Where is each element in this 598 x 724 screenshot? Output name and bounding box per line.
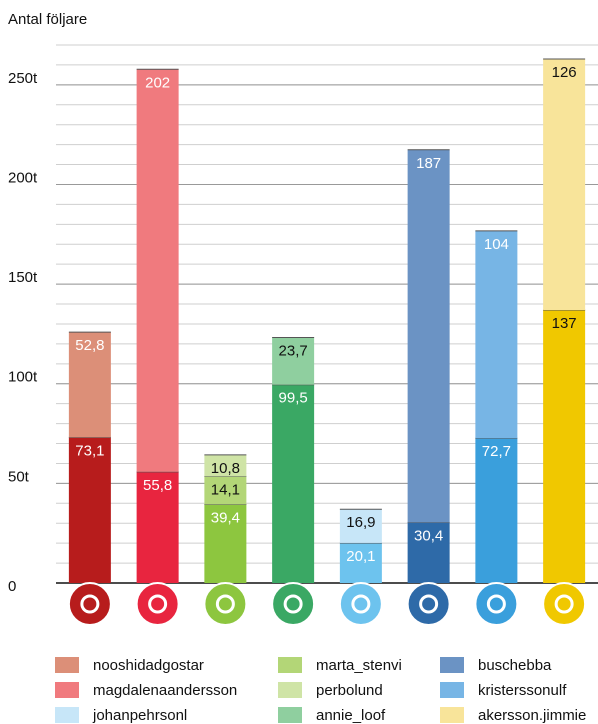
value-label: 104 [484,236,509,253]
value-label: 16,9 [346,514,375,531]
party-icon [542,582,587,626]
value-label: 14,1 [211,481,240,498]
party-icon-mark [486,594,506,614]
bar-segment [543,58,586,311]
party-icon [338,582,383,626]
bar-segment [339,509,382,543]
y-axis-label: Antal följare [8,11,87,28]
value-label: 52,8 [75,337,104,354]
legend-swatch [440,682,464,698]
value-label: 99,5 [279,390,308,407]
y-tick-label: 200t [8,169,38,186]
legend-label: johanpehrsonl [92,707,187,724]
party-icon-mark [351,594,371,614]
value-label: 55,8 [143,477,172,494]
legend-swatch [278,707,302,723]
bar-segment [475,438,518,583]
bar-segment [339,542,382,583]
legend-label: perbolund [316,682,383,699]
y-tick-label: 100t [8,369,38,386]
party-icon [67,582,112,626]
value-label: 72,7 [482,443,511,460]
party-icon [271,582,316,626]
party-icon-mark [554,594,574,614]
legend-swatch [55,657,79,673]
party-icon-mark [283,594,303,614]
bar-segment [272,337,315,385]
y-tick-label: 150t [8,269,38,286]
bar-segment [68,437,111,583]
y-tick-label: 50t [8,468,30,485]
bar-segment [204,454,247,477]
bar-segment [272,384,315,583]
value-label: 202 [145,74,170,91]
value-label: 10,8 [211,460,240,477]
value-label: 30,4 [414,527,443,544]
value-label: 187 [416,155,441,172]
legend-swatch [440,707,464,723]
legend-label: magdalenaandersson [93,682,237,699]
legend-label: akersson.jimmie [478,707,586,724]
legend-label: kristerssonulf [478,682,567,699]
bar-segment [204,504,247,583]
party-icon-mark [80,594,100,614]
bar-segment [136,69,179,472]
party-icon [135,582,180,626]
bar-segment [407,522,450,583]
legend-swatch [440,657,464,673]
bar-segment [475,230,518,439]
legend-label: nooshidadgostar [93,657,204,674]
bar-segment [204,476,247,505]
value-label: 23,7 [279,342,308,359]
bar-segment [543,310,586,583]
party-icon-mark [148,594,168,614]
party-icon [406,582,451,626]
bar-segment [136,471,179,583]
legend-label: annie_loof [316,707,386,724]
legend-swatch [55,682,79,698]
bar-segment [407,149,450,523]
legend-swatch [55,707,79,723]
party-icon [474,582,519,626]
party-icon-mark [215,594,235,614]
value-label: 39,4 [211,509,240,526]
y-tick-label: 250t [8,70,38,87]
value-label: 20,1 [346,548,375,565]
legend-swatch [278,682,302,698]
legend-label: marta_stenvi [316,657,402,674]
legend-label: buschebba [478,657,552,674]
y-tick-label: 0 [8,578,16,595]
value-label: 137 [552,315,577,332]
bar-segment [68,332,111,438]
legend-swatch [278,657,302,673]
party-icon-mark [419,594,439,614]
value-label: 126 [552,64,577,81]
value-label: 73,1 [75,442,104,459]
party-icon [203,582,248,626]
